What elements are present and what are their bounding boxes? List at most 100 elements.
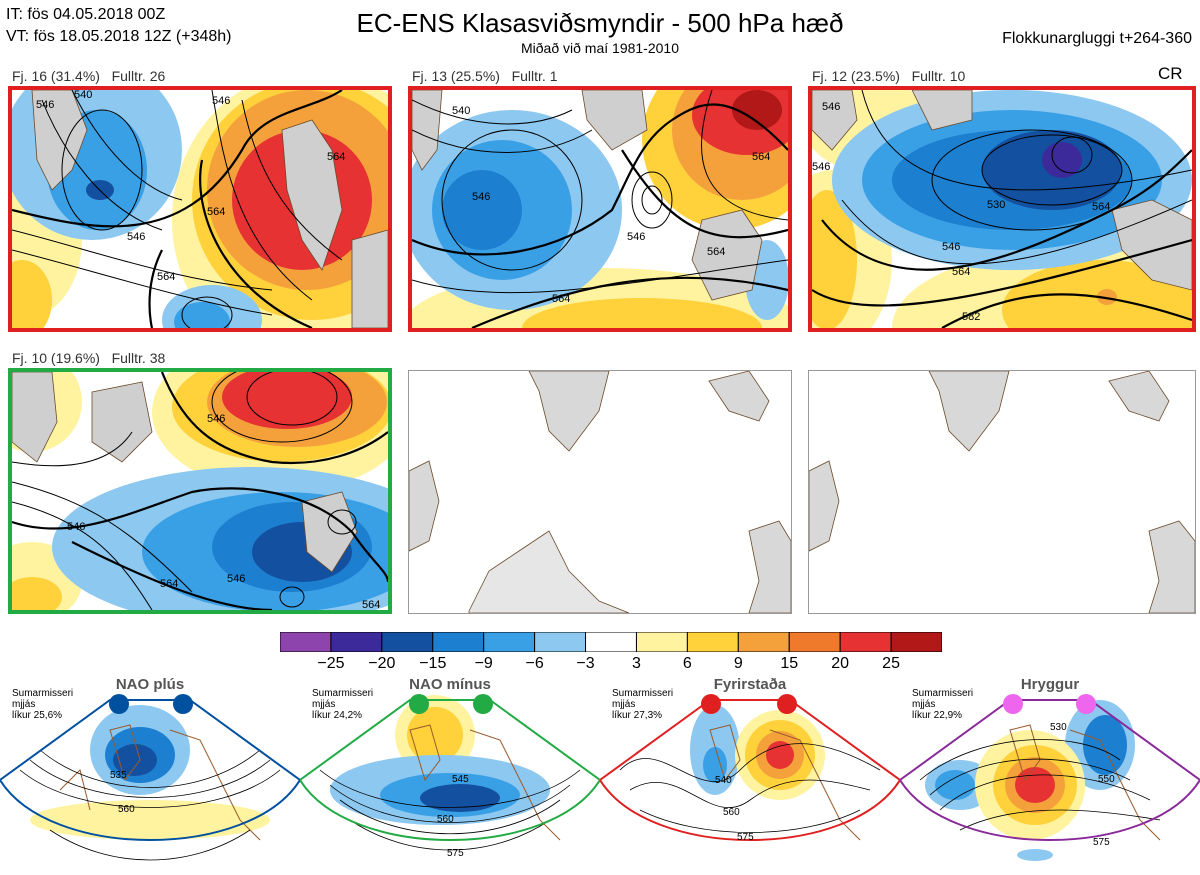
vt-line: VT: fös 18.05.2018 12Z (+348h) [6, 28, 232, 45]
contour-label: 546 [36, 99, 54, 111]
regime-blocking: Fyrirstaða Sumarmisseri mjjás líkur 27,3… [598, 670, 902, 870]
note-line: Sumarmisseri [312, 688, 374, 699]
contour-label: 546 [227, 573, 245, 585]
contour-label: 564 [362, 599, 380, 610]
contour-label: 582 [962, 311, 980, 323]
colorbar-swatch [890, 632, 942, 652]
header-info: IT: fös 04.05.2018 00Z VT: fös 18.05.201… [6, 4, 231, 48]
colorbar-tick-label: 6 [682, 655, 692, 672]
contour-label: 564 [207, 206, 225, 218]
colorbar-tick-label: −6 [525, 655, 544, 672]
colorbar-tick-label: 15 [780, 655, 799, 672]
contour-label: 564 [157, 271, 175, 283]
regime-map: 535 560 [0, 694, 302, 861]
colorbar-tick-label: −25 [317, 655, 345, 672]
cluster-map-4: 546 546 564 546 564 [8, 368, 392, 614]
note-line: mjjás [912, 699, 936, 710]
contour-label: 564 [327, 151, 345, 163]
cluster-map-2: 540 546 564 564 546 564 [408, 86, 792, 332]
contour-label: 546 [207, 413, 225, 425]
note-line: mjjás [312, 699, 336, 710]
panel-label-2: Fj. 13 (25.5%) Fulltr. 1 [412, 68, 558, 84]
contour-label: 550 [1098, 774, 1115, 785]
contour-label: 546 [127, 231, 145, 243]
note-line: líkur 25,6% [12, 710, 63, 721]
contour-label: 546 [812, 161, 830, 173]
contour-label: 560 [437, 814, 454, 825]
contour-label: 560 [118, 804, 135, 815]
contour-label: 546 [627, 231, 645, 243]
colorbar-tick-label: 20 [831, 655, 850, 672]
contour-label: 530 [987, 199, 1005, 211]
contour-label: 540 [715, 775, 732, 786]
empty-map-5 [408, 370, 792, 614]
regime-map: 540 560 575 [598, 694, 902, 843]
colorbar-swatch [839, 632, 892, 652]
colorbar-swatch [585, 632, 637, 652]
colorbar-swatch [686, 632, 739, 652]
colorbar-swatch [381, 632, 434, 652]
contour-label: 575 [737, 832, 754, 843]
colorbar-tick-label: −3 [576, 655, 595, 672]
contour-label: 564 [707, 246, 725, 258]
contour-label: 564 [552, 293, 570, 305]
colorbar [280, 632, 942, 652]
note-line: Sumarmisseri [12, 688, 74, 699]
page-subtitle: Miðað við maí 1981-2010 [521, 40, 679, 56]
regime-note: Sumarmisseri mjjás líkur 27,3% [612, 688, 673, 721]
colorbar-swatch [483, 632, 536, 652]
contour-label: 564 [752, 151, 770, 163]
contour-label: 540 [74, 90, 92, 101]
colorbar-swatch [330, 632, 383, 652]
panel-label-1: Fj. 16 (31.4%) Fulltr. 26 [12, 68, 166, 84]
contour-label: 575 [447, 848, 464, 859]
regime-note: Sumarmisseri mjjás líkur 24,2% [312, 688, 373, 721]
colorbar-tick-label: −20 [368, 655, 396, 672]
window-label: Flokkunargluggi t+264-360 [1002, 30, 1192, 47]
note-line: líkur 27,3% [612, 710, 663, 721]
regime-nao-minus: NAO mínus Sumarmisseri mjjás líkur 24,2%… [298, 670, 602, 870]
note-line: Sumarmisseri [912, 688, 974, 699]
contour-label: 546 [67, 521, 85, 533]
contour-label: 546 [822, 101, 840, 113]
regime-nao-plus: NAO plús Sumarmisseri mjjás líkur 25,6% … [0, 670, 302, 870]
regime-map: 530 550 575 [898, 694, 1200, 861]
cr-label: CR [1158, 64, 1183, 83]
regime-title: NAO mínus [409, 676, 491, 693]
note-line: mjjás [612, 699, 636, 710]
contour-label: 545 [452, 774, 469, 785]
contour-label: 535 [110, 770, 127, 781]
colorbar-swatch [737, 632, 790, 652]
regime-title: Fyrirstaða [713, 676, 787, 693]
colorbar-tick-label: −9 [474, 655, 493, 672]
cluster-map-3: 546 546 530 546 564 564 582 [808, 86, 1196, 332]
panel-label-3: Fj. 12 (23.5%) Fulltr. 10 [812, 68, 966, 84]
contour-label: 540 [452, 105, 470, 117]
note-line: líkur 24,2% [312, 710, 363, 721]
regime-title: NAO plús [115, 676, 185, 693]
colorbar-swatch [788, 632, 841, 652]
colorbar-tick-label: 3 [632, 655, 641, 672]
empty-map-6 [808, 370, 1196, 614]
page-title: EC-ENS Klasasviðsmyndir - 500 hPa hæð [356, 8, 844, 38]
contour-label: 530 [1050, 722, 1067, 733]
regime-note: Sumarmisseri mjjás líkur 25,6% [12, 688, 73, 721]
note-line: Sumarmisseri [612, 688, 674, 699]
contour-label: 564 [1092, 201, 1110, 213]
colorbar-swatch [280, 632, 332, 652]
panel-label-4: Fj. 10 (19.6%) Fulltr. 38 [12, 350, 166, 366]
regime-ridge: Hryggur Sumarmisseri mjjás líkur 22,9% 5… [898, 670, 1200, 870]
colorbar-tick-label: 9 [733, 655, 743, 672]
contour-label: 560 [723, 807, 740, 818]
colorbar-swatch [534, 632, 587, 652]
contour-label: 546 [212, 95, 230, 107]
it-line: IT: fös 04.05.2018 00Z [6, 6, 166, 23]
regime-map: 545 560 575 [298, 694, 602, 859]
colorbar-swatch [432, 632, 485, 652]
contour-label: 564 [952, 266, 970, 278]
regime-title: Hryggur [1020, 676, 1080, 693]
colorbar-tick-label: 25 [882, 655, 900, 672]
contour-label: 564 [160, 578, 178, 590]
regime-note: Sumarmisseri mjjás líkur 22,9% [912, 688, 973, 721]
contour-label: 575 [1093, 837, 1110, 848]
